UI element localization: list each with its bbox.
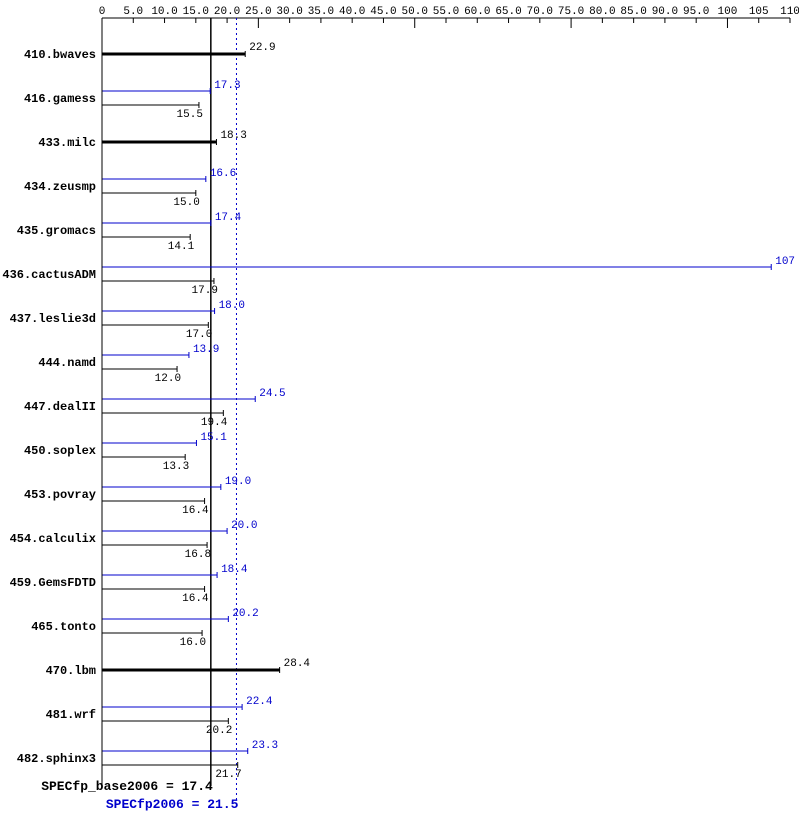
- x-tick-label: 80.0: [589, 6, 615, 18]
- peak-value-label: 17.3: [214, 80, 240, 92]
- peak-value-label: 24.5: [259, 388, 285, 400]
- base-value-label: 19.4: [201, 417, 228, 429]
- x-tick-label: 25.0: [245, 6, 271, 18]
- base-value-label: 28.4: [284, 658, 311, 670]
- peak-value-label: 16.6: [210, 168, 236, 180]
- peak-summary-label: SPECfp2006 = 21.5: [106, 797, 239, 812]
- x-tick-label: 110: [780, 6, 799, 18]
- benchmark-label: 433.milc: [38, 136, 96, 150]
- base-value-label: 17.0: [186, 329, 212, 341]
- x-tick-label: 50.0: [402, 6, 428, 18]
- benchmark-label: 482.sphinx3: [17, 752, 96, 766]
- peak-value-label: 20.0: [231, 520, 257, 532]
- base-value-label: 16.4: [182, 593, 209, 605]
- x-tick-label: 65.0: [495, 6, 521, 18]
- peak-value-label: 17.4: [215, 212, 242, 224]
- base-value-label: 18.3: [220, 130, 246, 142]
- x-tick-label: 10.0: [151, 6, 177, 18]
- benchmark-label: 450.soplex: [24, 444, 96, 458]
- benchmark-label: 436.cactusADM: [2, 268, 96, 282]
- spec-benchmark-chart: 0 5.0 10.0 15.0 20.0 25.0 30.0 35.0 40.0 45.0 50.0…: [0, 0, 799, 831]
- peak-value-label: 18.0: [219, 300, 245, 312]
- base-value-label: 13.3: [163, 461, 189, 473]
- base-value-label: 16.0: [180, 637, 206, 649]
- benchmark-label: 465.tonto: [31, 620, 96, 634]
- peak-value-label: 23.3: [252, 740, 278, 752]
- benchmark-label: 447.dealII: [24, 400, 96, 414]
- x-tick-label: 30.0: [276, 6, 302, 18]
- x-tick-label: 95.0: [683, 6, 709, 18]
- x-tick-label: 45.0: [370, 6, 396, 18]
- peak-value-label: 19.0: [225, 476, 251, 488]
- benchmark-label: 470.lbm: [46, 664, 96, 678]
- base-value-label: 15.5: [177, 109, 203, 121]
- base-value-label: 14.1: [168, 241, 195, 253]
- peak-value-label: 20.2: [232, 608, 258, 620]
- base-summary-label: SPECfp_base2006 = 17.4: [41, 779, 213, 794]
- x-tick-label: 90.0: [652, 6, 678, 18]
- x-tick-label: 40.0: [339, 6, 365, 18]
- base-value-label: 17.9: [192, 285, 218, 297]
- x-tick-label: 35.0: [308, 6, 334, 18]
- base-value-label: 22.9: [249, 42, 275, 54]
- base-value-label: 12.0: [155, 373, 181, 385]
- benchmark-label: 453.povray: [24, 488, 96, 502]
- peak-value-label: 13.9: [193, 344, 219, 356]
- x-tick-label: 20.0: [214, 6, 240, 18]
- base-value-label: 15.0: [173, 197, 199, 209]
- peak-value-label: 107: [775, 256, 795, 268]
- base-value-label: 16.4: [182, 505, 209, 517]
- benchmark-label: 410.bwaves: [24, 48, 96, 62]
- peak-value-label: 15.1: [200, 432, 227, 444]
- peak-value-label: 18.4: [221, 564, 248, 576]
- x-tick-label: 60.0: [464, 6, 490, 18]
- benchmark-label: 459.GemsFDTD: [10, 576, 96, 590]
- peak-value-label: 22.4: [246, 696, 273, 708]
- x-tick-label: 70.0: [527, 6, 553, 18]
- benchmark-label: 416.gamess: [24, 92, 96, 106]
- base-value-label: 16.8: [185, 549, 211, 561]
- x-tick-label: 55.0: [433, 6, 459, 18]
- base-value-label: 21.7: [215, 769, 241, 781]
- x-tick-label: 85.0: [620, 6, 646, 18]
- benchmark-label: 435.gromacs: [17, 224, 96, 238]
- base-value-label: 20.2: [206, 725, 232, 737]
- benchmark-label: 437.leslie3d: [10, 312, 96, 326]
- x-tick-label: 0: [99, 6, 106, 18]
- benchmark-label: 434.zeusmp: [24, 180, 96, 194]
- benchmark-label: 481.wrf: [46, 708, 96, 722]
- x-tick-label: 15.0: [183, 6, 209, 18]
- benchmark-label: 444.namd: [38, 356, 96, 370]
- benchmark-label: 454.calculix: [10, 532, 96, 546]
- x-tick-label: 100: [718, 6, 738, 18]
- x-tick-label: 105: [749, 6, 769, 18]
- x-tick-label: 75.0: [558, 6, 584, 18]
- x-tick-label: 5.0: [123, 6, 143, 18]
